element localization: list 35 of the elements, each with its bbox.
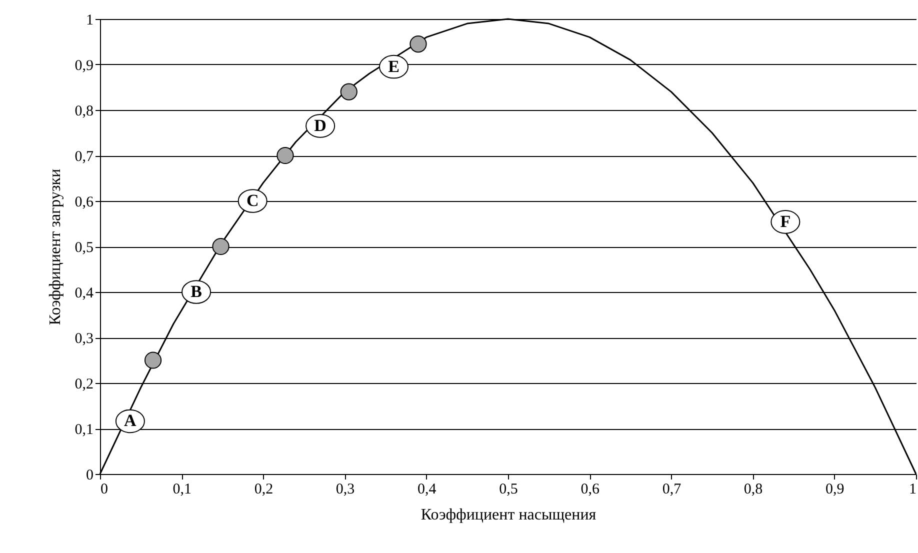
y-tick-label: 0,1 bbox=[74, 422, 94, 438]
y-tick-label: 0,2 bbox=[74, 376, 94, 392]
x-tick-label: 0,4 bbox=[418, 482, 437, 498]
point bbox=[410, 35, 427, 53]
x-tick-label: 1 bbox=[909, 482, 916, 498]
x-tick-label: 0,6 bbox=[580, 482, 600, 498]
annotation: F bbox=[780, 212, 791, 231]
y-tick-label: 0,4 bbox=[74, 286, 94, 302]
annotation: D bbox=[314, 116, 326, 135]
point bbox=[340, 83, 358, 100]
y-tick-label: 0,7 bbox=[74, 149, 94, 165]
y-tick-label: 0 bbox=[86, 468, 94, 484]
x-tick-label: 0,5 bbox=[499, 482, 518, 498]
x-axis-title: Коэффициент насыщения bbox=[420, 506, 597, 524]
x-tick-label: 0,1 bbox=[172, 482, 192, 498]
point bbox=[212, 238, 230, 256]
y-tick-label: 1 bbox=[86, 12, 94, 28]
x-tick-label: 0 bbox=[100, 482, 108, 498]
annotation: A bbox=[124, 411, 138, 430]
x-tick-label: 0,9 bbox=[826, 482, 844, 498]
annotation: B bbox=[190, 282, 202, 301]
y-tick-label: 0,8 bbox=[74, 104, 94, 120]
y-tick-label: 0,6 bbox=[74, 194, 94, 210]
x-tick-label: 0,8 bbox=[744, 482, 763, 498]
annotation: E bbox=[388, 56, 400, 76]
x-tick-label: 0,7 bbox=[662, 482, 682, 498]
x-tick-label: 0,2 bbox=[254, 482, 274, 498]
y-tick-label: 0,3 bbox=[74, 331, 94, 347]
y-tick-label: 0,9 bbox=[74, 58, 94, 74]
annotation: C bbox=[246, 191, 259, 210]
y-tick-label: 0,5 bbox=[74, 240, 94, 256]
x-tick-label: 0,3 bbox=[336, 482, 355, 498]
point bbox=[144, 352, 162, 369]
point bbox=[276, 146, 294, 164]
y-axis-title: Коэффициент загрузки bbox=[46, 168, 64, 326]
